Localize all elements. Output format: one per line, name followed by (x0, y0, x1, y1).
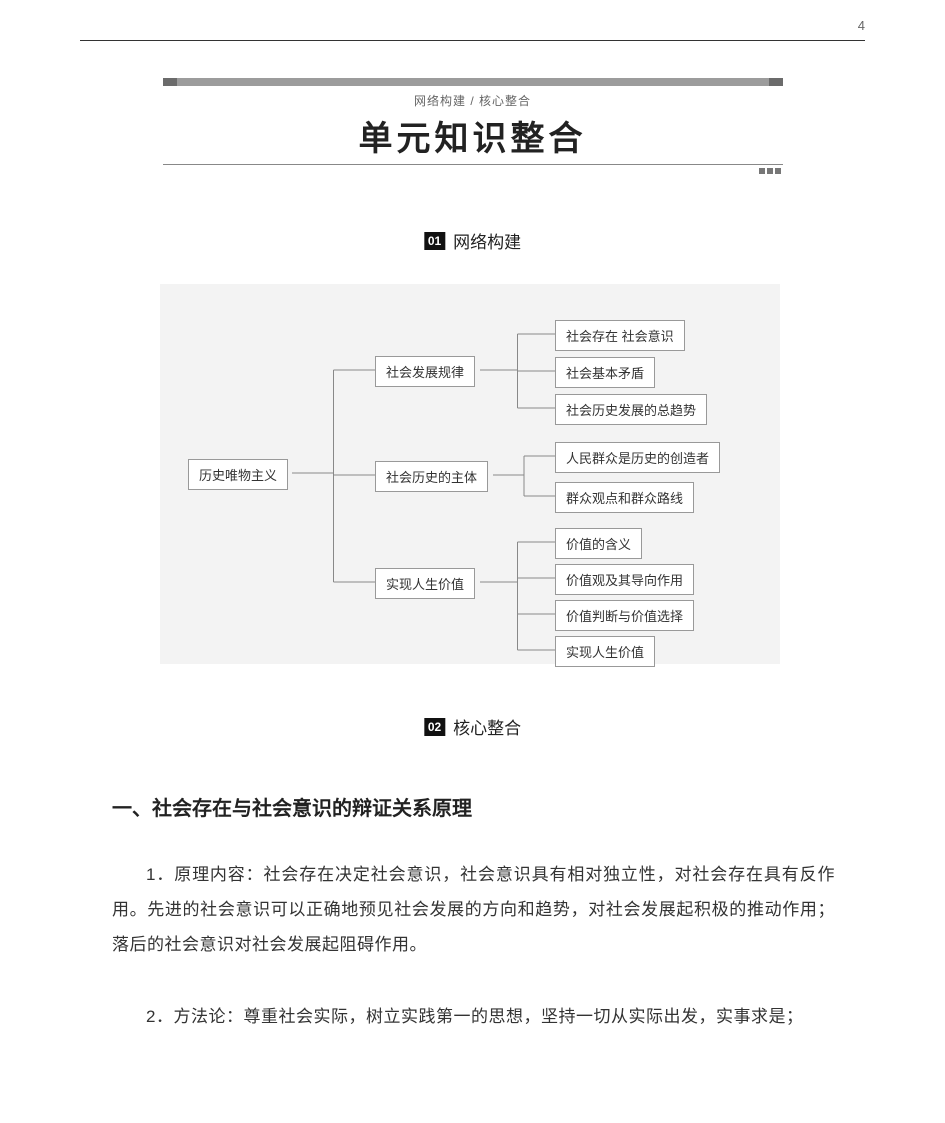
banner-stripe-top (163, 78, 783, 86)
top-divider (80, 40, 865, 41)
tree-node-b: 社会历史的主体 (375, 461, 488, 492)
unit-banner: 网络构建 / 核心整合 单元知识整合 (163, 78, 783, 174)
tree-node-a1: 社会存在 社会意识 (555, 320, 685, 351)
page-number: 4 (858, 18, 865, 33)
paragraph-1-text: 1．原理内容：社会存在决定社会意识，社会意识具有相对独立性，对社会存在具有反作用… (112, 865, 835, 954)
paragraph-2-text: 2．方法论：尊重社会实际，树立实践第一的思想，坚持一切从实际出发，实事求是； (146, 1007, 803, 1026)
badge-01: 01 (424, 232, 445, 250)
section-heading-2: 02 核心整合 (424, 714, 521, 739)
banner-title: 单元知识整合 (163, 111, 783, 160)
tree-node-c1: 价值的含义 (555, 528, 642, 559)
tree-node-a2: 社会基本矛盾 (555, 357, 655, 388)
tree-node-b1: 人民群众是历史的创造者 (555, 442, 720, 473)
body-section-title: 一、社会存在与社会意识的辩证关系原理 (112, 792, 472, 821)
section2-label: 核心整合 (453, 714, 521, 739)
tree-node-a3: 社会历史发展的总趋势 (555, 394, 707, 425)
badge-02: 02 (424, 718, 445, 736)
tree-node-c4: 实现人生价值 (555, 636, 655, 667)
tree-node-c3: 价值判断与价值选择 (555, 600, 694, 631)
tree-node-c: 实现人生价值 (375, 568, 475, 599)
tree-node-c2: 价值观及其导向作用 (555, 564, 694, 595)
banner-dots (163, 168, 783, 174)
banner-underline (163, 164, 783, 165)
tree-node-a: 社会发展规律 (375, 356, 475, 387)
paragraph-1: 1．原理内容：社会存在决定社会意识，社会意识具有相对独立性，对社会存在具有反作用… (112, 858, 835, 963)
tree-node-root: 历史唯物主义 (188, 459, 288, 490)
tree-node-b2: 群众观点和群众路线 (555, 482, 694, 513)
banner-subtitle: 网络构建 / 核心整合 (163, 92, 783, 109)
concept-tree-diagram: 历史唯物主义社会发展规律社会历史的主体实现人生价值社会存在 社会意识社会基本矛盾… (160, 284, 780, 664)
paragraph-2: 2．方法论：尊重社会实际，树立实践第一的思想，坚持一切从实际出发，实事求是； (112, 1000, 835, 1035)
section1-label: 网络构建 (453, 228, 521, 253)
section-heading-1: 01 网络构建 (424, 228, 521, 253)
